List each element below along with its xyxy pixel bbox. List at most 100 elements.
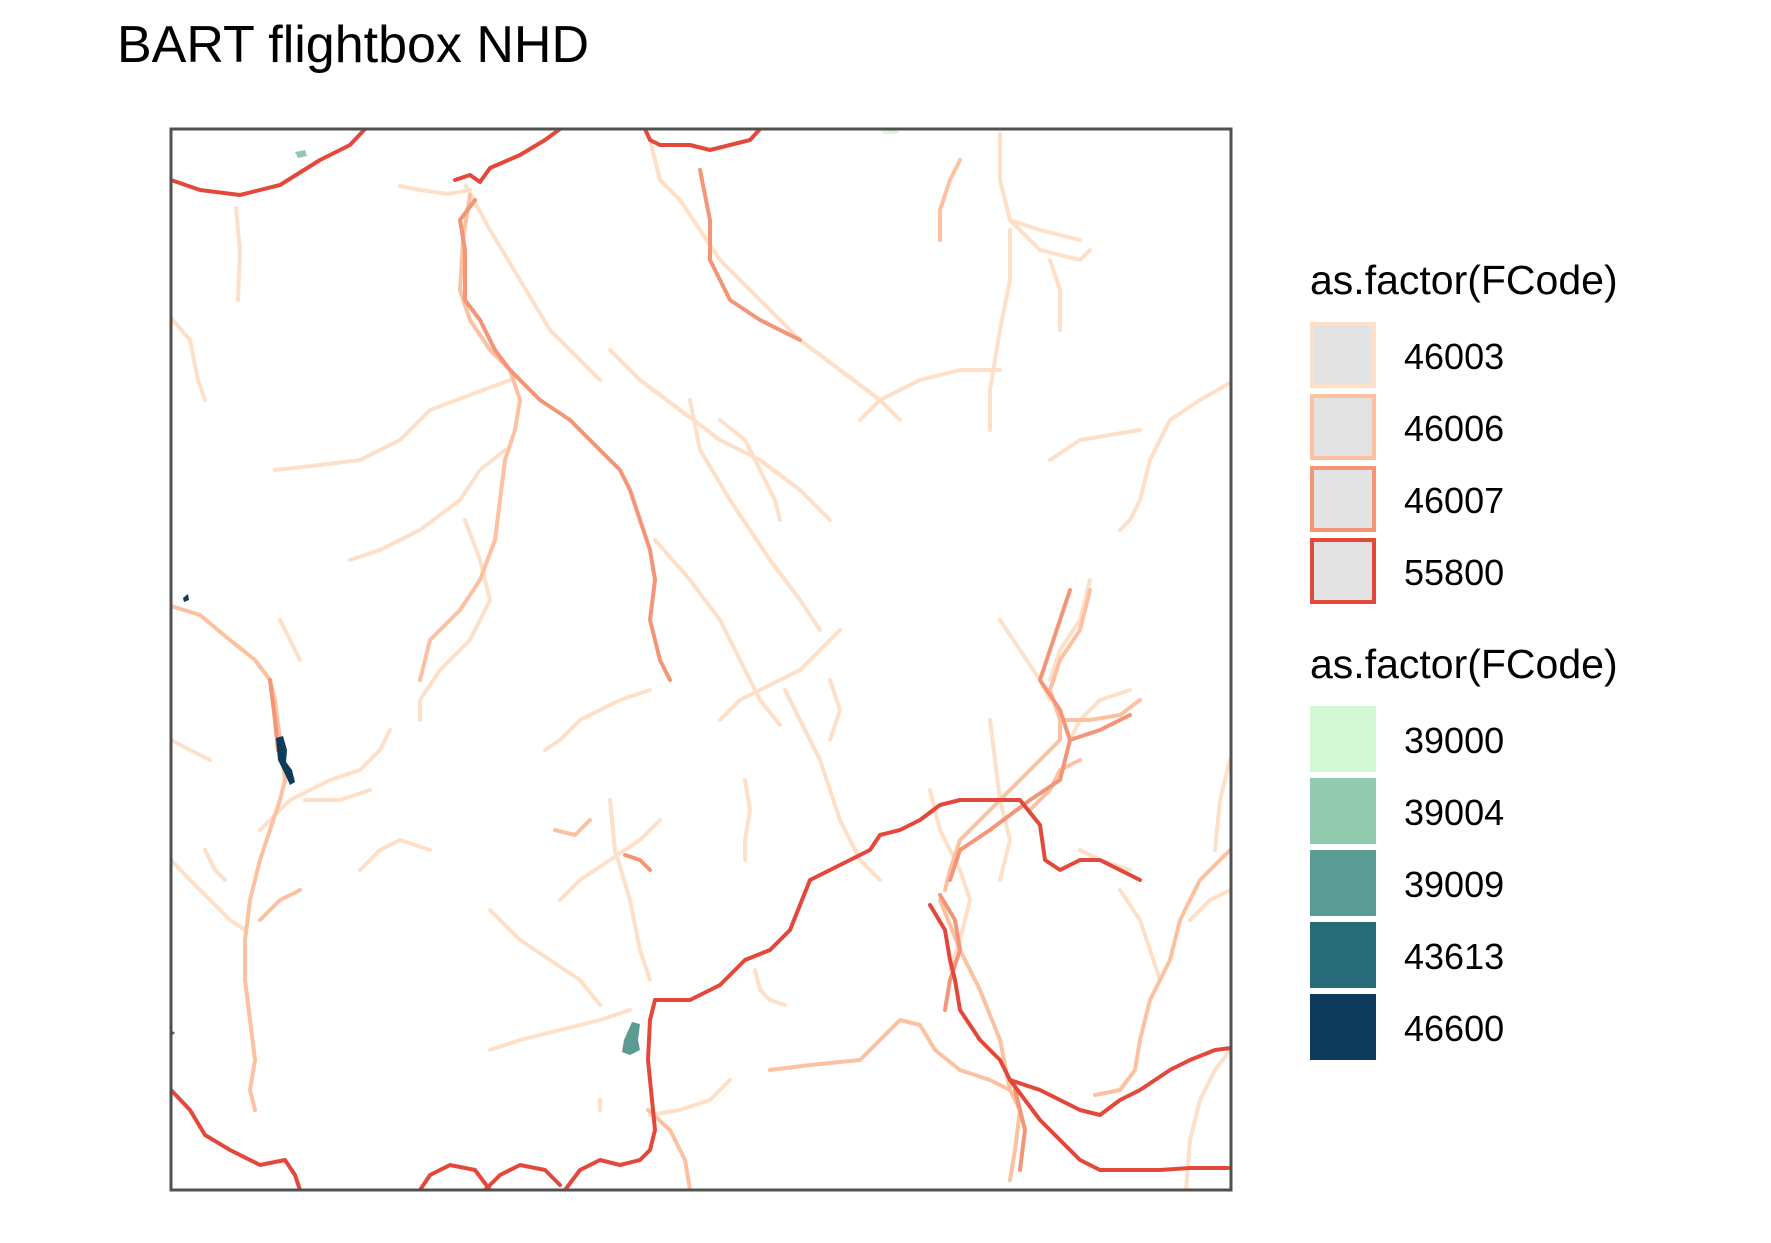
stream-46003 bbox=[998, 618, 1052, 702]
legend-label: 46006 bbox=[1404, 408, 1505, 449]
stream-46007 bbox=[698, 168, 802, 342]
stream-46007 bbox=[623, 853, 652, 872]
stream-46003 bbox=[418, 518, 492, 722]
legend-label: 39009 bbox=[1404, 864, 1505, 905]
legend-key-39000 bbox=[1310, 706, 1376, 772]
flowlines-46006 bbox=[171, 158, 1231, 1190]
stream-46003 bbox=[608, 348, 832, 522]
legend-title: as.factor(FCode) bbox=[1310, 257, 1618, 303]
channel-55800 bbox=[453, 129, 562, 184]
stream-46003 bbox=[203, 848, 227, 882]
stream-46003 bbox=[171, 858, 247, 932]
stream-46003 bbox=[1118, 888, 1162, 982]
channel-55800 bbox=[1008, 1046, 1231, 1117]
stream-46006 bbox=[943, 588, 1092, 892]
stream-46006 bbox=[646, 1108, 692, 1190]
stream-46006 bbox=[258, 888, 302, 922]
channel-55800 bbox=[653, 798, 1142, 1002]
flowlines-55800 bbox=[171, 129, 1231, 1190]
stream-46003 bbox=[753, 968, 787, 1007]
stream-46003 bbox=[171, 316, 207, 402]
stream-46003 bbox=[358, 838, 432, 872]
stream-46003 bbox=[1048, 428, 1142, 462]
stream-46003 bbox=[648, 138, 902, 422]
stream-46003 bbox=[1184, 1048, 1231, 1190]
channel-55800 bbox=[171, 1088, 302, 1190]
legend-key-43613 bbox=[1310, 922, 1376, 988]
legend-label: 55800 bbox=[1404, 552, 1505, 593]
legend-label: 39004 bbox=[1404, 792, 1505, 833]
waterbody-46600 bbox=[183, 594, 189, 602]
stream-46003 bbox=[234, 206, 242, 302]
stream-46003 bbox=[783, 688, 882, 882]
stream-46003 bbox=[998, 132, 1092, 262]
stream-46003 bbox=[688, 398, 822, 632]
channel-55800 bbox=[1008, 1078, 1231, 1172]
legend-key-39004 bbox=[1310, 778, 1376, 844]
stream-46006 bbox=[1093, 848, 1231, 1097]
stream-46003 bbox=[828, 678, 842, 742]
stream-46007 bbox=[1068, 713, 1132, 742]
legend-key-46600 bbox=[1310, 994, 1376, 1060]
stream-46006 bbox=[1028, 758, 1082, 812]
stream-46003 bbox=[1188, 888, 1231, 922]
stream-46003 bbox=[858, 368, 1002, 422]
legend-label: 46007 bbox=[1404, 480, 1505, 521]
waterbodies bbox=[171, 129, 900, 1055]
stream-46003 bbox=[303, 788, 372, 802]
stream-46003 bbox=[718, 668, 802, 722]
flowlines-46007 bbox=[268, 168, 1132, 1172]
stream-46003 bbox=[648, 1078, 732, 1117]
stream-46003 bbox=[543, 688, 652, 752]
stream-46003 bbox=[398, 184, 472, 196]
stream-46003 bbox=[988, 228, 1012, 432]
stream-46003 bbox=[1118, 381, 1231, 532]
stream-46003 bbox=[1068, 688, 1132, 742]
stream-46003 bbox=[258, 728, 392, 832]
stream-46007 bbox=[458, 198, 672, 682]
stream-46003 bbox=[1213, 758, 1231, 852]
stream-46003 bbox=[653, 538, 782, 727]
legend-key-39009 bbox=[1310, 850, 1376, 916]
legend-label: 46600 bbox=[1404, 1008, 1505, 1049]
legend-title: as.factor(FCode) bbox=[1310, 641, 1618, 687]
legend-label: 46003 bbox=[1404, 336, 1505, 377]
stream-46006 bbox=[938, 158, 962, 242]
waterbody-39004 bbox=[295, 150, 307, 158]
stream-46003 bbox=[608, 798, 652, 982]
stream-46003 bbox=[1008, 218, 1082, 242]
stream-46003 bbox=[798, 628, 842, 672]
stream-46003 bbox=[273, 378, 512, 472]
legend-key-46007 bbox=[1310, 466, 1376, 532]
channel-55800 bbox=[418, 1163, 492, 1190]
stream-46003 bbox=[488, 908, 602, 1007]
channel-55800 bbox=[563, 998, 657, 1190]
channel-55800 bbox=[483, 1163, 562, 1190]
channel-55800 bbox=[171, 129, 367, 197]
legend-key-46003 bbox=[1310, 322, 1376, 388]
stream-46003 bbox=[558, 818, 662, 902]
legend-label: 39000 bbox=[1404, 720, 1505, 761]
legend-key-55800 bbox=[1310, 538, 1376, 604]
legend-label: 43613 bbox=[1404, 936, 1505, 977]
stream-46003 bbox=[348, 448, 507, 562]
stream-46006 bbox=[553, 818, 592, 837]
stream-46003 bbox=[464, 184, 602, 382]
stream-46006 bbox=[171, 604, 287, 1112]
stream-46003 bbox=[488, 1008, 632, 1052]
stream-46003 bbox=[278, 618, 302, 662]
stream-46006 bbox=[418, 193, 522, 682]
waterbody-39009 bbox=[622, 1022, 640, 1055]
channel-55800 bbox=[928, 903, 1012, 1082]
flowlines-46003 bbox=[171, 132, 1231, 1190]
map-title: BART flightbox NHD bbox=[117, 16, 590, 74]
stream-46007 bbox=[1013, 1088, 1027, 1172]
map-panel-frame bbox=[169, 127, 1233, 1192]
waterbody-46600 bbox=[276, 736, 295, 785]
stream-46006 bbox=[1058, 698, 1142, 722]
stream-46003 bbox=[718, 418, 782, 522]
stream-46007 bbox=[938, 893, 962, 1012]
channel-55800 bbox=[643, 129, 762, 152]
legend-key-46006 bbox=[1310, 394, 1376, 460]
